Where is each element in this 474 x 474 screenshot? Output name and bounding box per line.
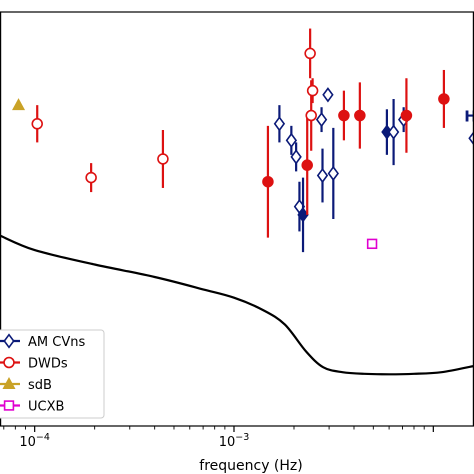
x-tick-base-0: 10	[19, 435, 36, 450]
x-axis-label: frequency (Hz)	[199, 458, 302, 474]
data-points-layer	[12, 28, 474, 253]
am-cvns-point-7	[316, 167, 329, 184]
legend-label-am-cvns: AM CVns	[28, 335, 85, 350]
x-tick-label-0: 10−4	[19, 432, 50, 450]
dwds-point-9	[354, 109, 366, 122]
am-cvns-point-6	[322, 87, 334, 103]
dwds-point-11	[438, 93, 450, 105]
sensitivity-curve-layer	[0, 234, 474, 376]
x-tick-exponent-1: −3	[235, 432, 249, 443]
annotation-layer: H	[464, 107, 474, 125]
dwds-point-1	[85, 171, 97, 184]
legend-box	[0, 329, 105, 419]
legend: AM CVns DWDs sdB UCXB	[0, 329, 105, 419]
annotation-text-0: H	[464, 107, 474, 125]
dwds-point-10	[400, 109, 413, 122]
plot-frame	[0, 11, 474, 427]
x-tick-base-1: 10	[219, 435, 236, 450]
dwds-point-4	[301, 159, 313, 171]
am-cvns-point-2	[290, 149, 302, 165]
legend-marker-am-cvns	[3, 333, 15, 349]
am-cvns-point-1	[285, 132, 298, 149]
am-cvns-point-8	[327, 165, 339, 182]
legend-marker-dwds	[3, 356, 15, 369]
x-tick-exponent-0: −4	[36, 432, 50, 443]
dwds-point-2	[157, 153, 169, 165]
dwds-point-6	[305, 109, 317, 122]
legend-marker-ucxb	[3, 400, 15, 411]
am-cvns-point-0	[273, 116, 286, 132]
dwds-point-0	[31, 118, 43, 130]
dwds-point-5	[304, 47, 316, 60]
dwds-point-8	[338, 109, 350, 122]
x-tick-label-1: 10−3	[219, 432, 250, 450]
x-axis: 10−4 10−3	[3, 426, 434, 450]
ucxb-point-0	[366, 238, 378, 250]
sdb-point-0	[12, 98, 26, 111]
sensitivity-curve-line	[0, 234, 474, 376]
dwds-point-7	[306, 84, 319, 97]
legend-label-dwds: DWDs	[28, 357, 68, 372]
legend-label-ucxb: UCXB	[28, 400, 64, 415]
dwds-point-3	[262, 175, 274, 188]
legend-label-sdb: sdB	[28, 378, 52, 393]
legend-marker-sdb	[2, 376, 16, 389]
am-cvns-point-10	[387, 124, 400, 140]
am-cvns-point-5	[315, 111, 328, 128]
